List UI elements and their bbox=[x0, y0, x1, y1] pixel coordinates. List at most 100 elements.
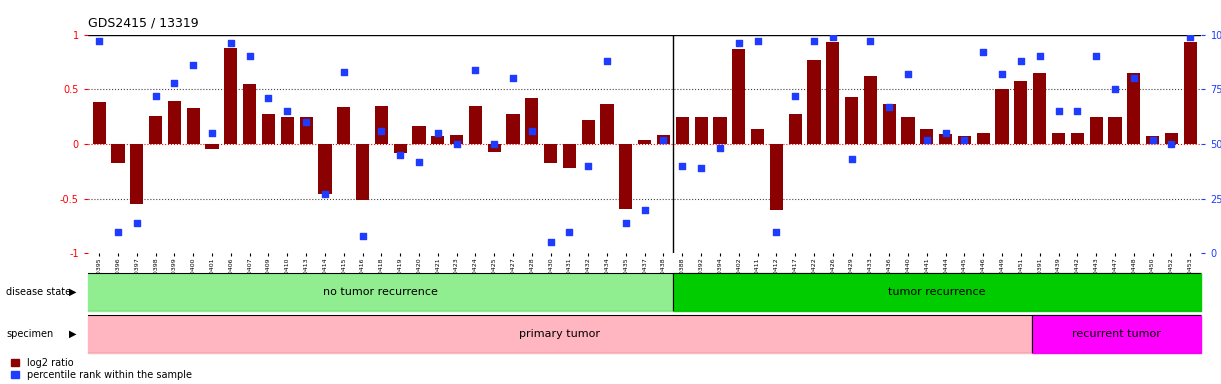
Point bbox=[1181, 34, 1200, 40]
Point bbox=[673, 163, 692, 169]
Bar bbox=[807, 60, 821, 144]
Point bbox=[1011, 58, 1031, 64]
Point bbox=[277, 108, 297, 114]
Bar bbox=[713, 117, 726, 144]
Bar bbox=[733, 49, 745, 144]
Point bbox=[259, 95, 278, 101]
Text: recurrent tumor: recurrent tumor bbox=[1072, 329, 1161, 339]
Bar bbox=[901, 117, 915, 144]
Bar bbox=[1089, 117, 1103, 144]
Point bbox=[183, 62, 203, 68]
Point bbox=[935, 130, 955, 136]
Bar bbox=[1183, 42, 1197, 144]
Bar bbox=[93, 103, 106, 144]
Bar bbox=[299, 117, 313, 144]
Point bbox=[315, 191, 335, 197]
Bar bbox=[673, 273, 1201, 311]
Point bbox=[1031, 53, 1050, 60]
Point bbox=[747, 38, 767, 44]
Text: primary tumor: primary tumor bbox=[519, 329, 601, 339]
Bar bbox=[375, 106, 388, 144]
Bar bbox=[357, 144, 369, 200]
Point bbox=[729, 40, 748, 46]
Point bbox=[335, 69, 354, 75]
Bar bbox=[88, 315, 1032, 353]
Point bbox=[1143, 137, 1162, 143]
Point bbox=[805, 38, 824, 44]
Bar bbox=[789, 114, 802, 144]
Bar bbox=[337, 107, 350, 144]
Point bbox=[785, 93, 805, 99]
Point bbox=[203, 130, 222, 136]
Text: no tumor recurrence: no tumor recurrence bbox=[324, 287, 438, 297]
Bar bbox=[1127, 73, 1140, 144]
Bar bbox=[431, 136, 444, 144]
Text: specimen: specimen bbox=[6, 329, 54, 339]
Point bbox=[429, 130, 448, 136]
Point bbox=[635, 207, 654, 213]
Bar bbox=[675, 117, 689, 144]
Point bbox=[409, 159, 429, 165]
Point bbox=[691, 165, 711, 171]
Bar bbox=[921, 129, 933, 144]
Point bbox=[165, 79, 184, 86]
Bar bbox=[1033, 73, 1046, 144]
Bar bbox=[413, 126, 426, 144]
Text: GDS2415 / 13319: GDS2415 / 13319 bbox=[88, 16, 199, 29]
Bar bbox=[1109, 117, 1122, 144]
Bar bbox=[525, 98, 538, 144]
Point bbox=[1125, 75, 1144, 81]
Text: ▶: ▶ bbox=[70, 329, 77, 339]
Point bbox=[597, 58, 617, 64]
Point bbox=[503, 75, 523, 81]
Bar bbox=[149, 116, 162, 144]
Point bbox=[973, 49, 993, 55]
Bar bbox=[167, 101, 181, 144]
Point bbox=[447, 141, 466, 147]
Point bbox=[239, 53, 259, 60]
Bar bbox=[451, 135, 463, 144]
Bar bbox=[657, 135, 670, 144]
Bar bbox=[563, 144, 576, 168]
Point bbox=[109, 228, 128, 235]
Point bbox=[221, 40, 241, 46]
Bar bbox=[601, 104, 614, 144]
Bar bbox=[845, 97, 858, 144]
Bar bbox=[469, 106, 482, 144]
Point bbox=[767, 228, 786, 235]
Legend: log2 ratio, percentile rank within the sample: log2 ratio, percentile rank within the s… bbox=[11, 358, 192, 380]
Bar bbox=[1071, 133, 1084, 144]
Bar bbox=[581, 120, 595, 144]
Bar bbox=[1032, 315, 1201, 353]
Text: ▶: ▶ bbox=[70, 287, 77, 297]
Point bbox=[353, 233, 372, 239]
Bar bbox=[1015, 81, 1027, 144]
Bar bbox=[487, 144, 501, 152]
Bar bbox=[319, 144, 331, 194]
Point bbox=[899, 71, 918, 77]
Bar bbox=[261, 114, 275, 144]
Bar bbox=[619, 144, 632, 209]
Text: disease state: disease state bbox=[6, 287, 71, 297]
Point bbox=[541, 240, 560, 246]
Bar bbox=[1147, 136, 1159, 144]
Point bbox=[917, 137, 937, 143]
Point bbox=[823, 34, 842, 40]
Bar bbox=[88, 273, 673, 311]
Point bbox=[465, 66, 485, 73]
Bar bbox=[545, 144, 557, 162]
Bar bbox=[769, 144, 783, 210]
Point bbox=[1049, 108, 1068, 114]
Bar bbox=[393, 144, 407, 153]
Point bbox=[1087, 53, 1106, 60]
Bar bbox=[751, 129, 764, 144]
Point bbox=[955, 137, 974, 143]
Bar bbox=[977, 133, 990, 144]
Point bbox=[485, 141, 504, 147]
Point bbox=[879, 104, 899, 110]
Point bbox=[993, 71, 1012, 77]
Point bbox=[841, 156, 861, 162]
Point bbox=[391, 152, 410, 158]
Point bbox=[579, 163, 598, 169]
Bar bbox=[639, 140, 651, 144]
